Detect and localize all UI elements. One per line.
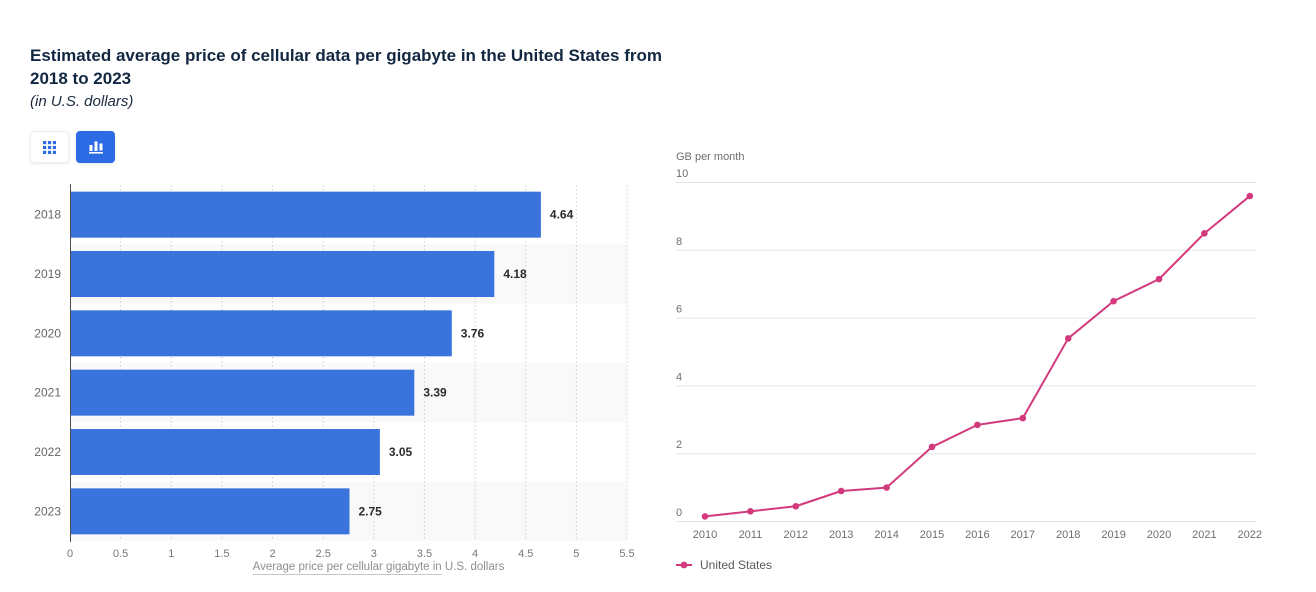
category-label: 2020 xyxy=(34,326,61,340)
xaxis-title-plain: U.S. dollars xyxy=(444,561,505,573)
x-tick-label: 2015 xyxy=(920,529,944,541)
data-point-2010[interactable] xyxy=(701,513,709,520)
data-point-2011[interactable] xyxy=(747,508,754,515)
data-point-2021[interactable] xyxy=(1201,230,1208,237)
x-tick-label: 2022 xyxy=(1238,529,1262,541)
y-tick-label: 8 xyxy=(676,236,682,248)
x-tick-label: 4 xyxy=(472,548,478,560)
y-tick-label: 0 xyxy=(676,507,682,519)
x-tick-label: 1.5 xyxy=(214,548,229,560)
x-tick-label: 5 xyxy=(573,548,579,560)
data-point-2016[interactable] xyxy=(974,421,981,429)
data-point-2020[interactable] xyxy=(1155,275,1163,283)
x-tick-label: 3 xyxy=(371,548,377,560)
table-grid-icon xyxy=(43,140,56,154)
data-point-2019[interactable] xyxy=(1110,297,1117,305)
data-point-2018[interactable] xyxy=(1064,335,1072,342)
x-tick-label: 2016 xyxy=(965,529,989,541)
category-label: 2018 xyxy=(34,208,61,222)
x-tick-label: 2018 xyxy=(1056,529,1080,541)
view-toolbar xyxy=(30,131,115,163)
y-tick-label: 10 xyxy=(676,168,688,180)
x-tick-label: 2 xyxy=(269,548,275,560)
category-label: 2019 xyxy=(34,267,61,281)
x-tick-label: 2010 xyxy=(693,529,717,541)
bar-value-label: 3.76 xyxy=(461,326,485,340)
bar-value-label: 2.75 xyxy=(359,504,383,518)
bar-2018[interactable] xyxy=(71,191,541,238)
line-chart: 0 2 4 6 8 10 2010 2011 2012 2013 2014 2015 2016 2017 2… xyxy=(676,168,1262,541)
bar-2023[interactable] xyxy=(71,488,350,535)
x-tick-label: 2014 xyxy=(874,529,898,541)
data-point-2017[interactable] xyxy=(1019,414,1027,422)
bar-value-label: 3.39 xyxy=(423,386,447,400)
line-chart-unit-label: GB per month xyxy=(676,151,745,163)
bar-chart: 4.64 2018 4.18 2019 3.76 2020 3.39 2021 3.05 2022… xyxy=(34,184,635,560)
x-tick-label: 1 xyxy=(168,548,174,560)
data-point-2012[interactable] xyxy=(792,502,800,510)
x-tick-label: 2012 xyxy=(784,529,808,541)
bar-2021[interactable] xyxy=(71,369,415,416)
x-tick-label: 2.5 xyxy=(316,548,331,560)
x-tick-label: 4.5 xyxy=(518,548,533,560)
table-view-button[interactable] xyxy=(30,131,69,163)
x-tick-label: 2011 xyxy=(739,529,763,541)
x-tick-label: 3.5 xyxy=(417,548,432,560)
bar-xaxis-title: Average price per cellular gigabyte in U… xyxy=(100,561,657,575)
x-tick-label: 0 xyxy=(67,548,73,560)
page-subtitle: (in U.S. dollars) xyxy=(30,93,134,110)
data-point-2013[interactable] xyxy=(837,487,845,495)
x-tick-label: 2017 xyxy=(1011,529,1035,541)
line-chart-legend[interactable]: United States xyxy=(676,558,772,572)
y-tick-label: 6 xyxy=(676,304,682,316)
x-tick-label: 2013 xyxy=(829,529,853,541)
trend-line xyxy=(704,195,1251,518)
page-title: Estimated average price of cellular data… xyxy=(30,46,663,88)
xaxis-title-linked[interactable]: Average price per cellular gigabyte in xyxy=(252,561,442,575)
category-label: 2022 xyxy=(34,445,61,459)
data-point-2014[interactable] xyxy=(883,484,890,491)
bar-value-label: 4.64 xyxy=(550,208,574,222)
x-tick-label: 2020 xyxy=(1147,529,1171,541)
x-tick-label: 5.5 xyxy=(619,548,634,560)
data-point-2015[interactable] xyxy=(928,443,936,451)
x-tick-label: 2021 xyxy=(1192,529,1216,541)
category-label: 2021 xyxy=(34,386,61,400)
chart-view-button[interactable] xyxy=(76,131,115,163)
legend-series-label: United States xyxy=(700,558,773,572)
bar-2019[interactable] xyxy=(71,251,495,297)
bar-value-label: 4.18 xyxy=(503,267,527,281)
y-tick-label: 2 xyxy=(676,439,682,451)
y-tick-label: 4 xyxy=(676,371,682,383)
bar-2020[interactable] xyxy=(71,310,452,357)
category-label: 2023 xyxy=(34,504,61,518)
legend-marker-icon xyxy=(676,561,692,569)
x-tick-label: 0.5 xyxy=(113,548,128,560)
bar-value-label: 3.05 xyxy=(389,445,413,459)
x-tick-label: 2019 xyxy=(1101,529,1125,541)
bar-2022[interactable] xyxy=(71,429,380,475)
data-point-2022[interactable] xyxy=(1246,192,1254,200)
bar-chart-icon xyxy=(88,141,103,154)
